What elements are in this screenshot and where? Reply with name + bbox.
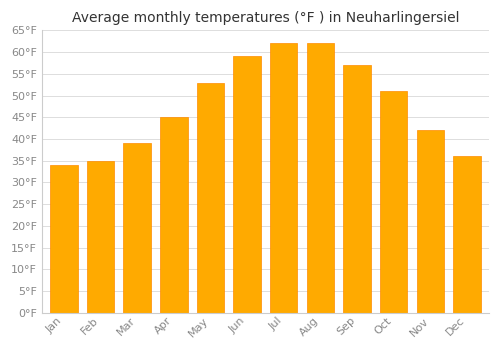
Bar (306, 43, 334, 313)
Bar (160, 117, 188, 313)
Bar (124, 144, 151, 313)
Bar (453, 156, 480, 313)
Bar (416, 130, 444, 313)
Bar (87, 161, 115, 313)
Bar (234, 56, 261, 313)
Bar (196, 83, 224, 313)
Bar (50, 165, 78, 313)
Bar (270, 43, 297, 313)
Title: Average monthly temperatures (°F ) in Neuharlingersiel: Average monthly temperatures (°F ) in Ne… (72, 11, 459, 25)
Bar (380, 91, 407, 313)
Bar (344, 65, 370, 313)
